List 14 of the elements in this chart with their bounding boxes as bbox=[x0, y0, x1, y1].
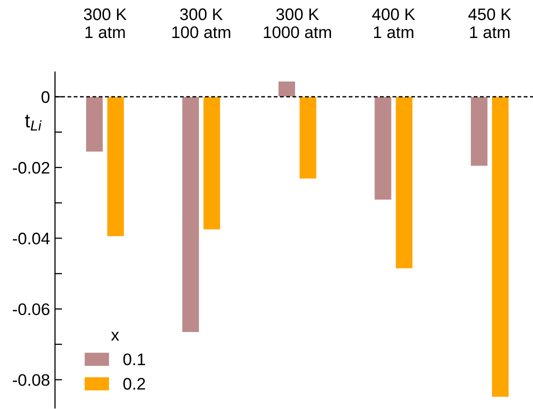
y-tick-label: 0 bbox=[42, 91, 50, 103]
x-tick-label: 400 K 1 atm bbox=[372, 8, 416, 38]
x-tick-label: 300 K 100 atm bbox=[172, 8, 230, 38]
y-tick-label: -0.04 bbox=[12, 232, 50, 244]
legend-label: 0.2 bbox=[123, 378, 146, 390]
x-tick-label: 300 K 1 atm bbox=[84, 8, 127, 38]
y-tick-label: -0.08 bbox=[12, 374, 50, 386]
legend-label: 0.1 bbox=[123, 353, 146, 366]
y-tick-label: -0.06 bbox=[12, 303, 50, 316]
legend-title: x bbox=[111, 332, 120, 341]
y-axis-title: t$_{Li}$ bbox=[25, 114, 42, 131]
x-tick-label: 450 K 1 atm bbox=[468, 8, 512, 38]
x-tick-label: 300 K 1000 atm bbox=[264, 8, 332, 38]
y-tick-label: -0.02 bbox=[12, 162, 50, 174]
